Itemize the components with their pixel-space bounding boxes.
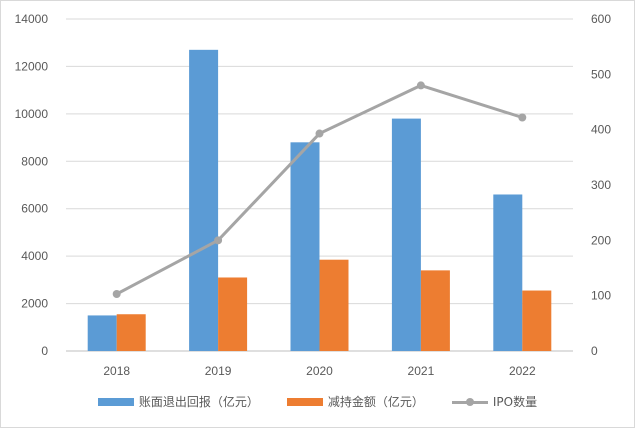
y-left-tick-label: 2000 [21, 297, 48, 311]
line-point [112, 290, 121, 299]
legend-label: 账面退出回报（亿元） [138, 395, 259, 409]
y-left-tick-label: 12000 [15, 59, 49, 73]
line-point [518, 113, 527, 122]
bar [391, 118, 421, 351]
bar [420, 270, 450, 351]
y-left-tick-label: 4000 [21, 249, 48, 263]
legend-item: IPO数量 [451, 393, 538, 410]
legend: 账面退出回报（亿元） 减持金额（亿元） IPO数量 [1, 393, 634, 410]
x-tick-label: 2021 [408, 364, 435, 378]
line-point [315, 129, 324, 138]
y-right-tick-label: 400 [591, 123, 611, 137]
line-point [416, 81, 425, 90]
legend-label: 减持金额（亿元） [327, 395, 424, 409]
y-left-tick-label: 10000 [15, 107, 49, 121]
x-tick-label: 2022 [509, 364, 536, 378]
bar [87, 315, 117, 351]
y-right-tick-label: 200 [591, 233, 611, 247]
legend-swatch [286, 397, 323, 406]
y-right-tick-label: 600 [591, 12, 611, 26]
y-right-tick-label: 300 [591, 178, 611, 192]
y-right-tick-label: 100 [591, 289, 611, 303]
line-point [214, 236, 223, 245]
bar [493, 194, 523, 351]
y-left-tick-label: 0 [41, 344, 48, 358]
legend-item: 减持金额（亿元） [286, 393, 424, 410]
y-left-tick-label: 14000 [15, 12, 49, 26]
legend-label: IPO数量 [492, 395, 538, 409]
y-left-tick-label: 6000 [21, 202, 48, 216]
x-tick-label: 2020 [306, 364, 333, 378]
y-right-tick-label: 0 [591, 344, 598, 358]
legend-swatch [451, 397, 488, 407]
bar [189, 49, 219, 351]
bar [319, 259, 349, 351]
bar [290, 142, 320, 351]
legend-item: 账面退出回报（亿元） [97, 393, 259, 410]
x-tick-label: 2018 [103, 364, 130, 378]
y-left-tick-label: 8000 [21, 154, 48, 168]
legend-swatch [97, 397, 134, 406]
bar [218, 277, 248, 351]
bar [116, 314, 146, 351]
bar [522, 290, 552, 351]
y-right-tick-label: 500 [591, 67, 611, 81]
x-tick-label: 2019 [205, 364, 232, 378]
